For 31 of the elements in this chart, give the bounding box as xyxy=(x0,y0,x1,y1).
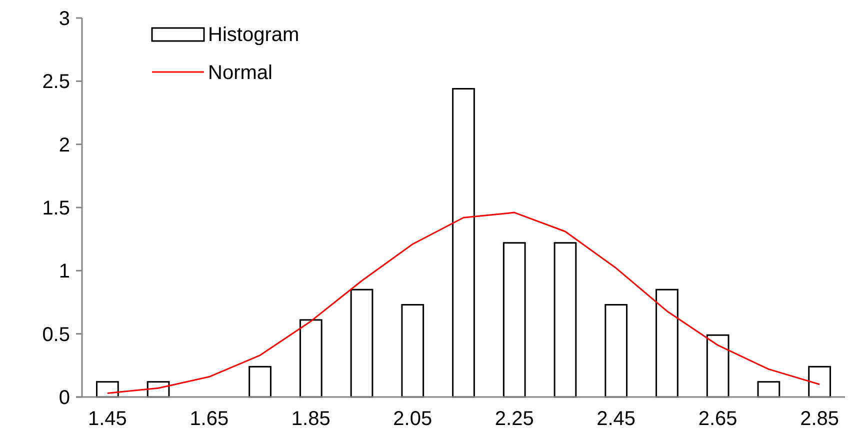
bar xyxy=(350,288,374,398)
bar xyxy=(757,381,780,398)
bar xyxy=(502,242,526,398)
bar xyxy=(656,288,678,398)
x-tick-label: 2.25 xyxy=(494,408,534,430)
legend-label: Histogram xyxy=(208,24,300,46)
x-tick-label: 2.05 xyxy=(393,408,432,430)
y-tick-label: 3 xyxy=(58,8,70,30)
bar xyxy=(96,381,119,398)
y-tick-label: 0 xyxy=(58,387,70,409)
bar xyxy=(808,366,831,398)
bar xyxy=(452,88,475,398)
x-tick-label: 1.45 xyxy=(88,408,127,430)
x-tick-label: 2.85 xyxy=(800,408,840,430)
legend-label: Normal xyxy=(208,62,272,84)
x-tick-label: 2.45 xyxy=(596,408,636,430)
y-tick-label: 0.5 xyxy=(42,324,70,346)
bar xyxy=(401,304,424,398)
y-tick-label: 2 xyxy=(58,134,70,156)
x-tick-label: 1.65 xyxy=(190,408,229,430)
bar xyxy=(299,319,322,398)
bar xyxy=(706,334,730,398)
y-tick-label: 1.5 xyxy=(42,198,70,220)
line-series xyxy=(106,212,820,394)
bar xyxy=(554,242,577,398)
y-tick-label: 2.5 xyxy=(42,71,70,94)
bar xyxy=(604,304,628,398)
x-tick-label: 2.65 xyxy=(698,408,738,430)
x-tick-label: 1.85 xyxy=(291,408,330,430)
y-tick-label: 1 xyxy=(58,260,70,283)
bar xyxy=(248,366,272,398)
